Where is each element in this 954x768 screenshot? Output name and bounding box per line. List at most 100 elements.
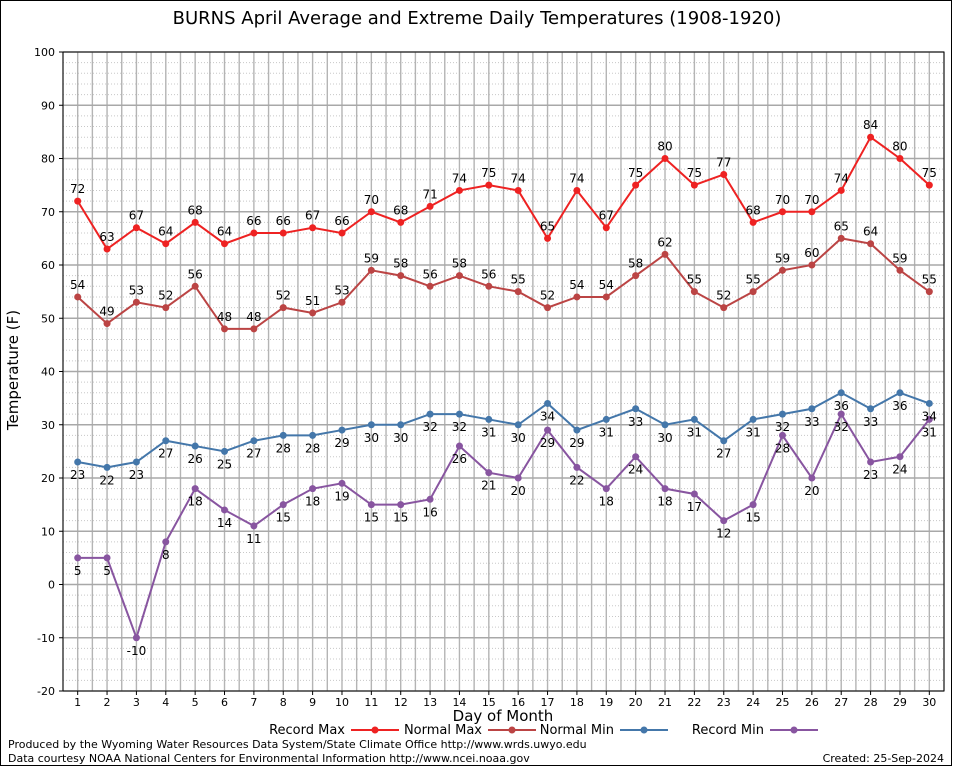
record-max-point xyxy=(162,240,170,248)
normal-max-data-label: 60 xyxy=(804,246,819,260)
x-tick-label: 13 xyxy=(423,696,437,709)
record-max-point xyxy=(690,181,698,189)
normal-min-point xyxy=(250,437,258,445)
normal-max-point xyxy=(749,288,757,296)
record-max-data-label: 74 xyxy=(834,171,849,185)
record-min-data-label: 18 xyxy=(599,495,614,509)
x-tick-label: 11 xyxy=(364,696,378,709)
record-max-data-label: 64 xyxy=(217,225,232,239)
record-max-data-label: 75 xyxy=(687,166,702,180)
x-tick-label: 24 xyxy=(746,696,760,709)
record-min-point xyxy=(867,458,875,466)
y-tick-label: 70 xyxy=(41,206,55,219)
record-min-data-label: 18 xyxy=(188,495,203,509)
normal-max-data-label: 58 xyxy=(452,257,467,271)
record-min-point xyxy=(485,469,493,477)
record-max-point xyxy=(778,208,786,216)
record-max-point xyxy=(837,186,845,194)
normal-max-point xyxy=(778,266,786,274)
normal-max-data-label: 55 xyxy=(922,273,937,287)
normal-min-point xyxy=(661,421,669,429)
normal-min-data-label: 23 xyxy=(129,468,144,482)
normal-min-data-label: 32 xyxy=(452,420,467,434)
normal-min-point xyxy=(397,421,405,429)
y-axis-title: Temperature (F) xyxy=(4,310,22,431)
record-max-point xyxy=(338,229,346,237)
x-tick-label: 17 xyxy=(541,696,555,709)
normal-min-data-label: 27 xyxy=(716,447,731,461)
record-min-data-label: 29 xyxy=(540,436,555,450)
record-max-point xyxy=(514,186,522,194)
normal-min-data-label: 31 xyxy=(745,425,760,439)
record-min-point xyxy=(426,495,434,503)
x-tick-label: 16 xyxy=(511,696,525,709)
record-min-point xyxy=(132,634,140,642)
y-tick-label: 60 xyxy=(41,259,55,272)
normal-max-data-label: 48 xyxy=(217,310,232,324)
x-tick-label: 20 xyxy=(629,696,643,709)
record-max-point xyxy=(250,229,258,237)
record-min-data-label: 8 xyxy=(162,548,170,562)
record-min-point xyxy=(690,490,698,498)
normal-min-point xyxy=(602,415,610,423)
record-max-data-label: 67 xyxy=(305,209,320,223)
record-min-point xyxy=(544,426,552,434)
y-tick-label: 90 xyxy=(41,99,55,112)
record-max-data-label: 63 xyxy=(99,230,114,244)
normal-min-point xyxy=(221,447,229,455)
record-min-data-label: 20 xyxy=(511,484,526,498)
normal-max-data-label: 54 xyxy=(70,278,85,292)
normal-min-data-label: 23 xyxy=(70,468,85,482)
normal-min-data-label: 28 xyxy=(276,441,291,455)
x-tick-label: 21 xyxy=(658,696,672,709)
normal-max-data-label: 59 xyxy=(364,251,379,265)
record-min-point xyxy=(103,554,111,562)
normal-min-data-label: 25 xyxy=(217,457,232,471)
record-max-data-label: 80 xyxy=(892,140,907,154)
record-min-data-label: 21 xyxy=(481,479,496,493)
normal-max-data-label: 52 xyxy=(276,289,291,303)
grid-layer xyxy=(62,51,945,692)
y-tick-label: 80 xyxy=(41,153,55,166)
normal-max-data-label: 59 xyxy=(775,251,790,265)
record-min-data-label: 31 xyxy=(922,425,937,439)
x-tick-label: 29 xyxy=(893,696,907,709)
record-min-data-label: 17 xyxy=(687,500,702,514)
record-max-data-label: 75 xyxy=(628,166,643,180)
record-max-point xyxy=(573,186,581,194)
record-max-data-label: 72 xyxy=(70,182,85,196)
record-max-point xyxy=(397,218,405,226)
normal-max-point xyxy=(221,325,229,333)
record-min-point xyxy=(602,485,610,493)
x-tick-label: 14 xyxy=(452,696,466,709)
legend-label-normal-max: Normal Max xyxy=(404,723,482,738)
record-min-data-label: 15 xyxy=(745,511,760,525)
normal-min-point xyxy=(309,431,317,439)
x-axis-title: Day of Month xyxy=(453,707,554,725)
normal-max-point xyxy=(837,234,845,242)
record-max-data-label: 70 xyxy=(804,193,819,207)
record-min-point xyxy=(896,453,904,461)
normal-max-data-label: 55 xyxy=(511,273,526,287)
normal-max-point xyxy=(867,240,875,248)
normal-max-point xyxy=(397,272,405,280)
y-tick-label: 100 xyxy=(34,46,55,59)
record-min-line xyxy=(77,411,931,641)
record-max-point xyxy=(309,224,317,232)
record-min-point xyxy=(514,474,522,482)
record-max-line xyxy=(76,135,930,251)
record-max-data-label: 68 xyxy=(188,203,203,217)
normal-min-point xyxy=(808,405,816,413)
normal-min-point xyxy=(455,410,463,418)
normal-max-point xyxy=(338,298,346,306)
normal-max-data-label: 53 xyxy=(129,283,144,297)
record-max-point xyxy=(103,245,111,253)
record-max-data-label: 68 xyxy=(745,203,760,217)
record-min-point xyxy=(338,479,346,487)
record-max-point xyxy=(191,218,199,226)
record-min-data-label: 18 xyxy=(657,495,672,509)
normal-min-data-label: 33 xyxy=(628,415,643,429)
record-min-point xyxy=(925,415,933,423)
x-tick-label: 10 xyxy=(335,696,349,709)
normal-min-point xyxy=(191,442,199,450)
